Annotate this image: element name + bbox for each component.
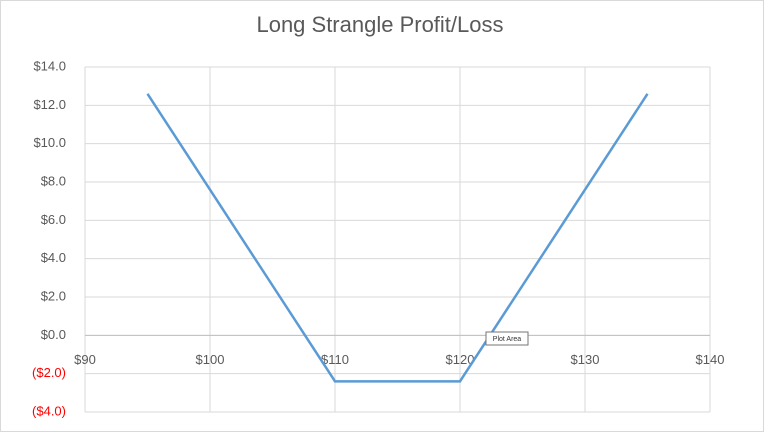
x-tick-label: $110 xyxy=(321,352,349,367)
y-tick-label: ($2.0) xyxy=(32,365,66,380)
tooltip-box xyxy=(485,331,529,346)
y-tick-label: $12.0 xyxy=(33,97,66,112)
tooltip: Plot Area xyxy=(493,336,522,343)
y-tick-label: ($4.0) xyxy=(32,403,66,418)
y-tick-label: $6.0 xyxy=(41,212,66,227)
x-tick-label: $120 xyxy=(446,352,475,367)
y-tick-label: $8.0 xyxy=(41,173,66,188)
x-tick-label: $90 xyxy=(74,352,96,367)
chart-title: Long Strangle Profit/Loss xyxy=(256,12,503,37)
line xyxy=(146,93,649,383)
x-tick-label: $100 xyxy=(196,352,225,367)
x-tick-label: $140 xyxy=(696,352,725,367)
y-tick-label: $0.0 xyxy=(41,327,66,342)
y-tick-label: $4.0 xyxy=(41,250,66,265)
y-tick-label: $10.0 xyxy=(33,135,66,150)
y-tick-label: $14.0 xyxy=(33,58,66,73)
x-tick-label: $130 xyxy=(571,352,600,367)
y-tick-label: $2.0 xyxy=(41,288,66,303)
